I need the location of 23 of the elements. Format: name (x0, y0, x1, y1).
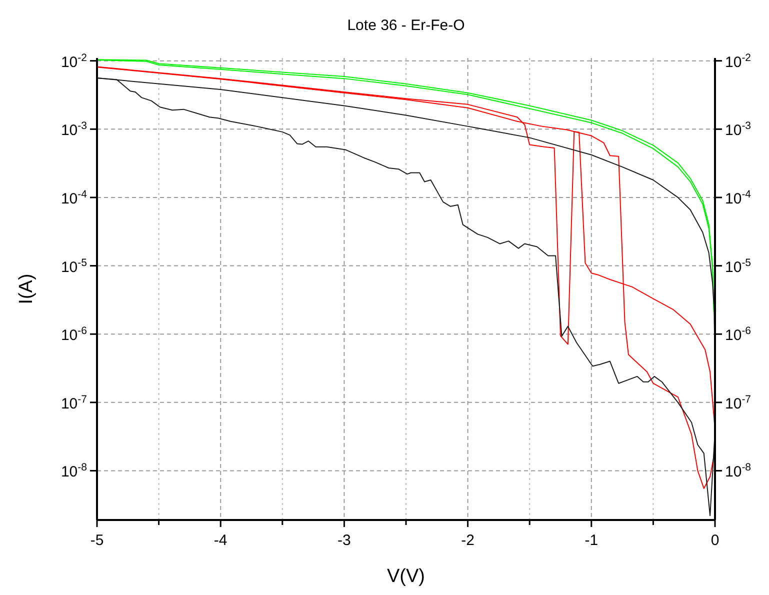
x-tick-label: -5 (90, 532, 104, 549)
chart-title: Lote 36 - Er-Fe-O (347, 17, 465, 34)
y-tick-label: 10$^{-5}$ (60, 256, 88, 276)
x-tick-label: 0 (710, 532, 720, 549)
text: 10$^{-7}$ (725, 393, 752, 412)
x-tick-label: -2 (461, 532, 474, 549)
y-tick-label: 10$^{-3}$ (60, 120, 88, 140)
y-tick-label: 10$^{-4}$ (60, 188, 88, 208)
text: 10$^{-4}$ (725, 188, 752, 208)
text: 10$^{-6}$ (725, 325, 752, 344)
x-tick-label: -4 (214, 532, 228, 549)
y-axis-title: I(A) (16, 274, 37, 304)
y-tick-label: 10$^{-6}$ (60, 325, 88, 344)
y-tick-label: 10$^{-7}$ (60, 393, 88, 412)
x-axis-title: V(V) (387, 566, 425, 587)
y-tick-label: 10$^{-2}$ (60, 52, 88, 71)
text: 10$^{-2}$ (725, 52, 752, 71)
y-tick-label: 10$^{-8}$ (60, 462, 88, 481)
x-tick-label: -1 (584, 532, 598, 549)
text: 10$^{-8}$ (725, 462, 752, 481)
text: 10$^{-5}$ (725, 256, 752, 276)
x-tick-label: -3 (338, 532, 351, 549)
text: 10$^{-3}$ (725, 120, 752, 140)
